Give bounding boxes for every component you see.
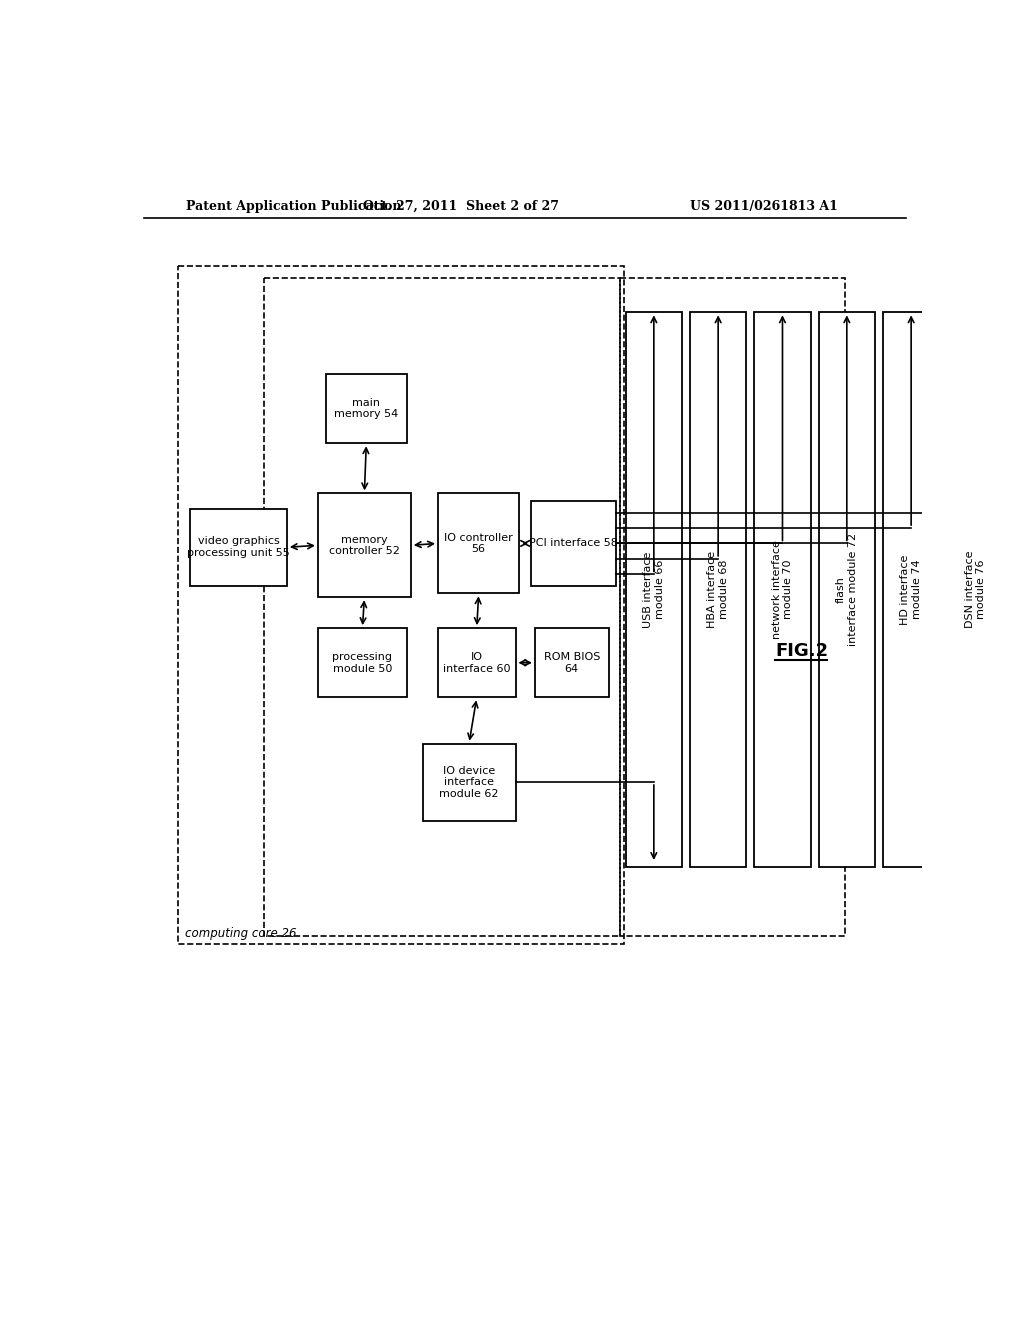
Bar [535, 628, 608, 697]
Text: FIG.2: FIG.2 [776, 643, 828, 660]
Text: video graphics
processing unit 55: video graphics processing unit 55 [187, 536, 290, 558]
Bar [883, 313, 939, 867]
Bar [423, 743, 515, 821]
Text: Oct. 27, 2011  Sheet 2 of 27: Oct. 27, 2011 Sheet 2 of 27 [364, 199, 559, 213]
Text: ROM BIOS
64: ROM BIOS 64 [544, 652, 600, 673]
Text: IO controller
56: IO controller 56 [444, 532, 513, 554]
Bar [621, 277, 845, 936]
Text: PCI interface 58: PCI interface 58 [529, 539, 618, 548]
Text: Patent Application Publication: Patent Application Publication [186, 199, 401, 213]
Text: processing
module 50: processing module 50 [333, 652, 392, 673]
Text: network interface
module 70: network interface module 70 [772, 540, 794, 639]
Text: IO
interface 60: IO interface 60 [443, 652, 511, 673]
Bar [263, 277, 621, 936]
Bar [818, 313, 876, 867]
Text: US 2011/0261813 A1: US 2011/0261813 A1 [689, 199, 838, 213]
Text: computing core 26: computing core 26 [184, 927, 296, 940]
Bar [317, 494, 411, 597]
Bar [326, 374, 407, 444]
Bar [626, 313, 682, 867]
Text: USB interface
module 66: USB interface module 66 [643, 552, 665, 628]
Bar [438, 494, 519, 594]
Bar [190, 508, 287, 586]
Text: main
memory 54: main memory 54 [334, 397, 398, 420]
Bar [690, 313, 746, 867]
Text: HD interface
module 74: HD interface module 74 [900, 554, 922, 624]
Bar [755, 313, 811, 867]
Bar [438, 628, 515, 697]
Bar [531, 502, 616, 586]
Text: IO device
interface
module 62: IO device interface module 62 [439, 766, 499, 799]
Bar [178, 267, 624, 944]
Bar [947, 313, 1004, 867]
Text: flash
interface module 72: flash interface module 72 [836, 533, 858, 647]
Bar [317, 628, 407, 697]
Text: DSN interface
module 76: DSN interface module 76 [965, 550, 986, 628]
Text: memory
controller 52: memory controller 52 [329, 535, 399, 556]
Text: HBA interface
module 68: HBA interface module 68 [708, 550, 729, 628]
